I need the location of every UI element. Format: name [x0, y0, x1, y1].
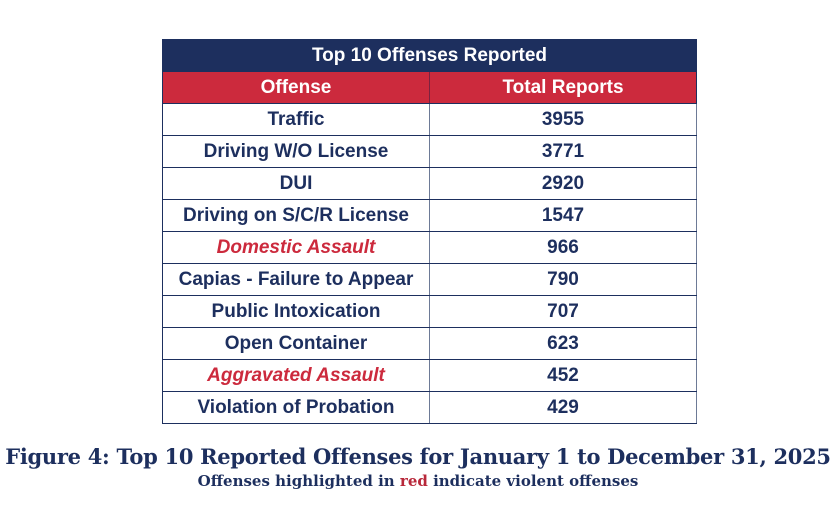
total-reports-cell: 623	[429, 327, 697, 360]
table-row: Capias - Failure to Appear 790	[162, 263, 697, 296]
table-row: DUI 2920	[162, 167, 697, 200]
caption-note-text: indicate violent offenses	[427, 472, 639, 490]
total-reports-cell: 429	[429, 391, 697, 424]
offense-cell: Open Container	[162, 327, 430, 360]
offense-cell: Driving on S/C/R License	[162, 199, 430, 232]
total-reports-cell: 2920	[429, 167, 697, 200]
top-offenses-table: Top 10 Offenses Reported Offense Total R…	[162, 39, 697, 424]
caption-highlight-word: red	[399, 472, 428, 490]
offense-cell: Traffic	[162, 103, 430, 136]
column-header-offense: Offense	[162, 71, 430, 104]
total-reports-cell: 966	[429, 231, 697, 264]
table-row: Public Intoxication 707	[162, 295, 697, 328]
caption-note-text: Offenses highlighted in	[197, 472, 400, 490]
total-reports-cell: 1547	[429, 199, 697, 232]
figure-caption-note: Offenses highlighted in red indicate vio…	[0, 472, 836, 490]
total-reports-cell: 790	[429, 263, 697, 296]
offense-cell: Driving W/O License	[162, 135, 430, 168]
table-row: Driving W/O License 3771	[162, 135, 697, 168]
table-row: Open Container 623	[162, 327, 697, 360]
offense-cell: Public Intoxication	[162, 295, 430, 328]
offense-cell: DUI	[162, 167, 430, 200]
table-title: Top 10 Offenses Reported	[162, 39, 697, 72]
table-row: Violation of Probation 429	[162, 391, 697, 424]
table-row: Domestic Assault 966	[162, 231, 697, 264]
table-header-row: Offense Total Reports	[162, 71, 697, 104]
offense-cell-violent: Aggravated Assault	[162, 359, 430, 392]
total-reports-cell: 452	[429, 359, 697, 392]
offense-cell: Capias - Failure to Appear	[162, 263, 430, 296]
offenses-table-container: Top 10 Offenses Reported Offense Total R…	[162, 39, 697, 424]
total-reports-cell: 707	[429, 295, 697, 328]
column-header-total-reports: Total Reports	[429, 71, 697, 104]
figure-caption-title: Figure 4: Top 10 Reported Offenses for J…	[5, 444, 831, 469]
table-title-row: Top 10 Offenses Reported	[162, 39, 697, 72]
offense-cell-violent: Domestic Assault	[162, 231, 430, 264]
table-row: Aggravated Assault 452	[162, 359, 697, 392]
table-body: Traffic 3955 Driving W/O License 3771 DU…	[162, 103, 697, 424]
table-row: Traffic 3955	[162, 103, 697, 136]
total-reports-cell: 3955	[429, 103, 697, 136]
total-reports-cell: 3771	[429, 135, 697, 168]
offense-cell: Violation of Probation	[162, 391, 430, 424]
table-row: Driving on S/C/R License 1547	[162, 199, 697, 232]
